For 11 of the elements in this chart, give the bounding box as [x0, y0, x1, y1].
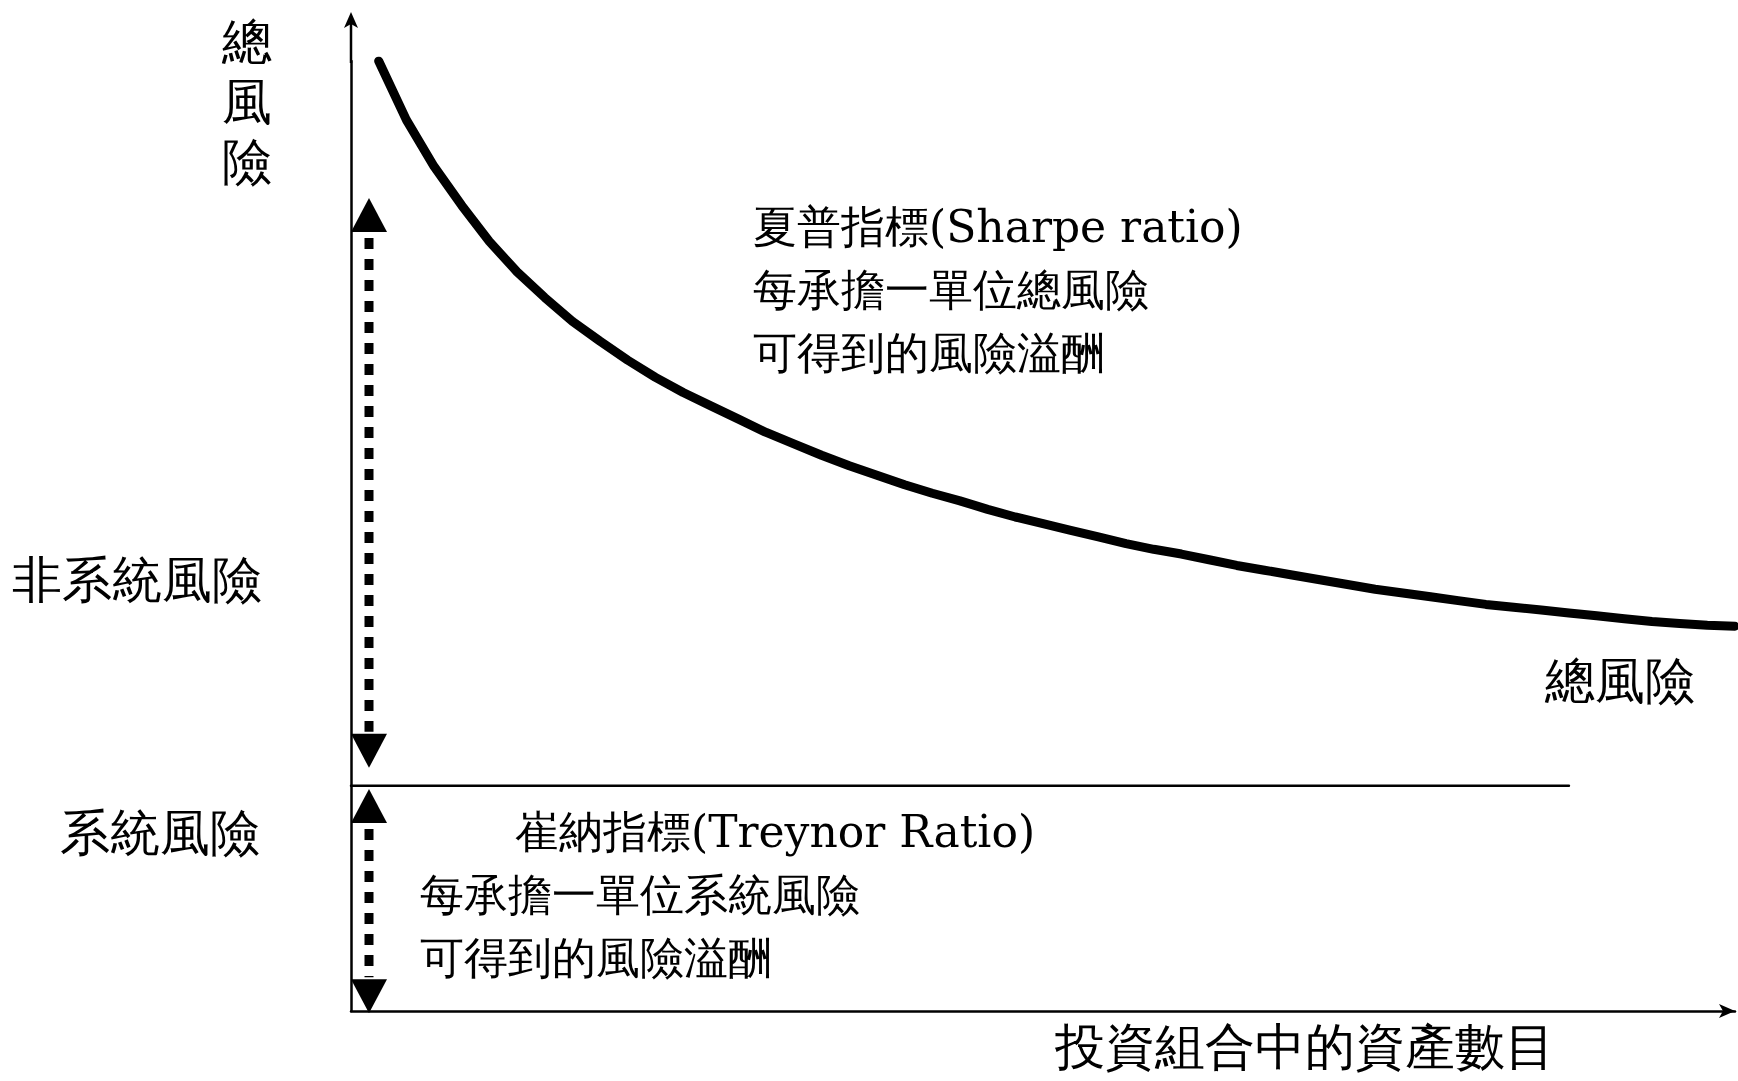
annotation: 可得到的風險溢酬 — [420, 932, 772, 983]
annotation: 夏普指標(Sharpe ratio) — [753, 201, 1243, 252]
series-label: 總風險 — [1545, 652, 1695, 711]
annotation: 可得到的風險溢酬 — [753, 327, 1105, 378]
x-axis-title: 投資組合中的資產數目 — [1055, 1018, 1555, 1076]
annotation: 每承擔一單位總風險 — [753, 264, 1149, 315]
annotation: 崔納指標(Treynor Ratio) — [515, 806, 1036, 857]
annotation: 每承擔一單位系統風險 — [420, 869, 860, 920]
text: 非系統風險 — [12, 551, 262, 609]
text: 系統風險 — [60, 803, 260, 862]
y-axis-title: 總風險 — [222, 12, 273, 192]
